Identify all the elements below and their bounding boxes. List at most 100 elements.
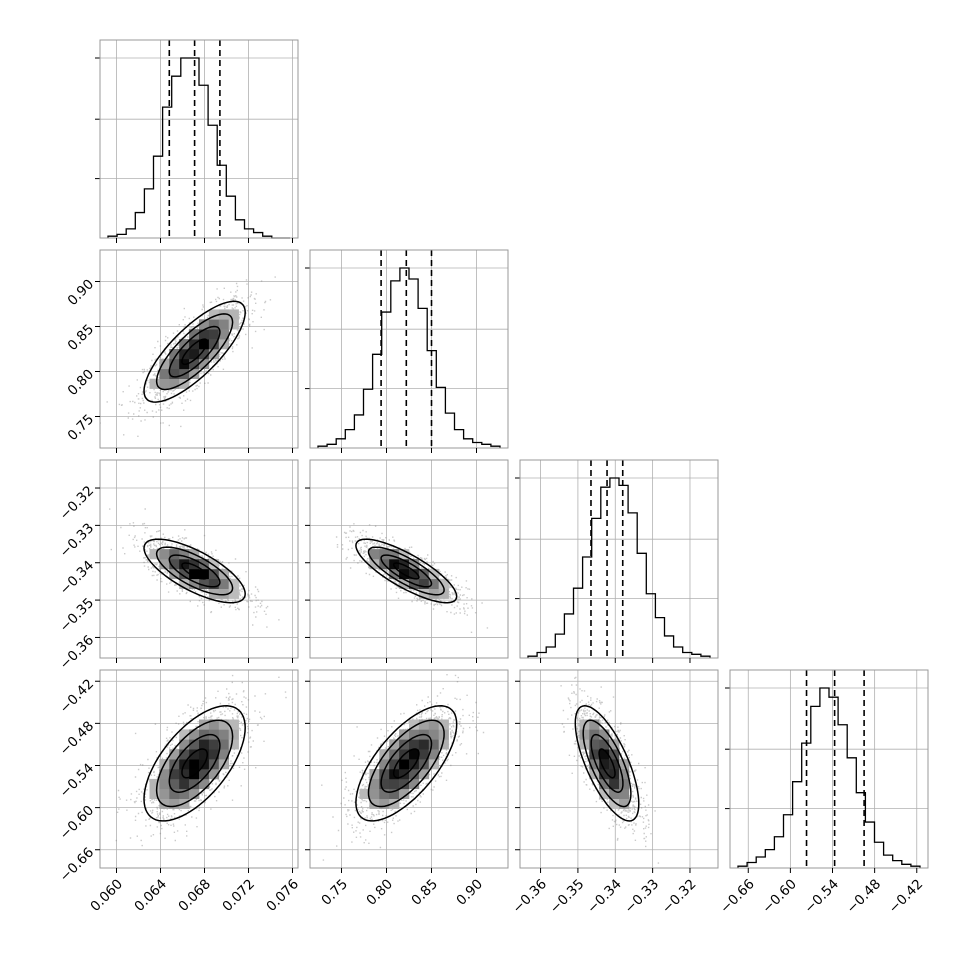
- contour-line: [582, 719, 632, 808]
- tick-label-y: −0.32: [57, 483, 98, 524]
- density-cell: [418, 769, 430, 780]
- density-cell: [169, 778, 180, 790]
- density-cell: [428, 749, 439, 760]
- tick-label-x: 0.060: [87, 876, 126, 915]
- tick-label-y: −0.33: [57, 520, 98, 561]
- density-cell: [369, 549, 380, 560]
- density-cell: [199, 749, 210, 760]
- tick-label-x: 0.85: [408, 876, 441, 909]
- panel-1-1: [305, 249, 509, 453]
- histogram-1: [317, 267, 501, 448]
- contour-line: [155, 719, 234, 808]
- panel-0-0: [95, 39, 299, 243]
- contour-line: [155, 313, 234, 391]
- density-cell: [179, 788, 190, 799]
- contour-line: [392, 562, 420, 580]
- density-cell: [189, 729, 200, 740]
- density-cell: [189, 739, 200, 750]
- density-cell: [189, 559, 200, 570]
- tick-label-x: −0.32: [659, 876, 700, 917]
- panel-border: [99, 669, 299, 869]
- tick-label-y: 0.75: [65, 411, 98, 444]
- density-cell: [619, 778, 630, 790]
- density-cell: [169, 368, 180, 379]
- density-cell: [438, 719, 449, 730]
- density-cell: [149, 778, 160, 790]
- density-cell: [379, 798, 390, 809]
- density-cell: [589, 759, 600, 770]
- density-cell: [619, 788, 630, 799]
- density-cell: [409, 778, 420, 790]
- density-cell: [399, 788, 410, 799]
- density-cell: [409, 769, 420, 780]
- density-cell: [619, 798, 630, 809]
- density-cell: [199, 568, 210, 580]
- panel-border: [519, 459, 719, 659]
- tick-label-x: 0.75: [318, 876, 351, 909]
- contour-line: [143, 705, 246, 822]
- density-cell: [218, 578, 229, 589]
- density-cell: [379, 549, 390, 560]
- density-cell: [589, 739, 600, 750]
- density-cell: [599, 729, 610, 740]
- density-cell: [189, 329, 200, 340]
- density-cell: [208, 559, 220, 570]
- panel-2-0: [95, 459, 299, 663]
- density-cell: [409, 729, 420, 740]
- density-2-1: [335, 523, 489, 633]
- density-cell: [189, 749, 200, 760]
- panel-3-2: [515, 669, 719, 873]
- density-cell: [379, 759, 390, 770]
- density-cell: [208, 749, 220, 760]
- density-cell: [208, 769, 220, 780]
- density-cell: [609, 769, 620, 780]
- density-cell: [418, 719, 430, 730]
- density-cell: [199, 319, 210, 330]
- density-cell: [169, 349, 180, 360]
- density-cell: [589, 719, 600, 730]
- density-cell: [159, 358, 170, 370]
- density-cell: [169, 798, 180, 809]
- contour-line: [367, 546, 445, 596]
- density-cell: [159, 778, 170, 790]
- density-cell: [189, 568, 200, 580]
- tick-label-y: −0.34: [57, 558, 98, 599]
- density-cell: [199, 358, 210, 370]
- density-cell: [179, 578, 190, 589]
- density-cell: [428, 568, 439, 580]
- contour-line: [355, 538, 458, 604]
- density-cell: [169, 788, 180, 799]
- density-cell: [218, 588, 229, 599]
- density-cell: [428, 578, 439, 589]
- panel-3-1: [305, 669, 509, 873]
- panel-border: [99, 459, 299, 659]
- density-cell: [218, 749, 229, 760]
- density-cell: [399, 759, 410, 770]
- tick-label-y: 0.85: [65, 321, 98, 354]
- panel-3-3: [725, 669, 929, 873]
- density-cell: [418, 739, 430, 750]
- tick-label-x: −0.35: [547, 876, 588, 917]
- density-cell: [228, 319, 239, 330]
- density-cell: [369, 769, 380, 780]
- density-cell: [428, 588, 439, 599]
- tick-label-y: −0.36: [57, 632, 98, 673]
- density-cell: [159, 769, 170, 780]
- contour-line: [367, 719, 445, 808]
- histogram-3: [737, 687, 921, 868]
- tick-label-x: 0.80: [363, 876, 396, 909]
- density-cell: [199, 739, 210, 750]
- density-cell: [179, 378, 190, 389]
- density-cell: [409, 739, 420, 750]
- tick-label-x: 0.076: [263, 876, 302, 915]
- density-cell: [208, 329, 220, 340]
- density-cell: [179, 778, 190, 790]
- density-cell: [189, 778, 200, 790]
- density-cell: [189, 349, 200, 360]
- contour-line: [155, 546, 234, 596]
- density-cell: [189, 788, 200, 799]
- density-cell: [218, 739, 229, 750]
- density-cell: [418, 588, 430, 599]
- density-cell: [438, 578, 449, 589]
- tick-label-y: −0.42: [57, 676, 98, 717]
